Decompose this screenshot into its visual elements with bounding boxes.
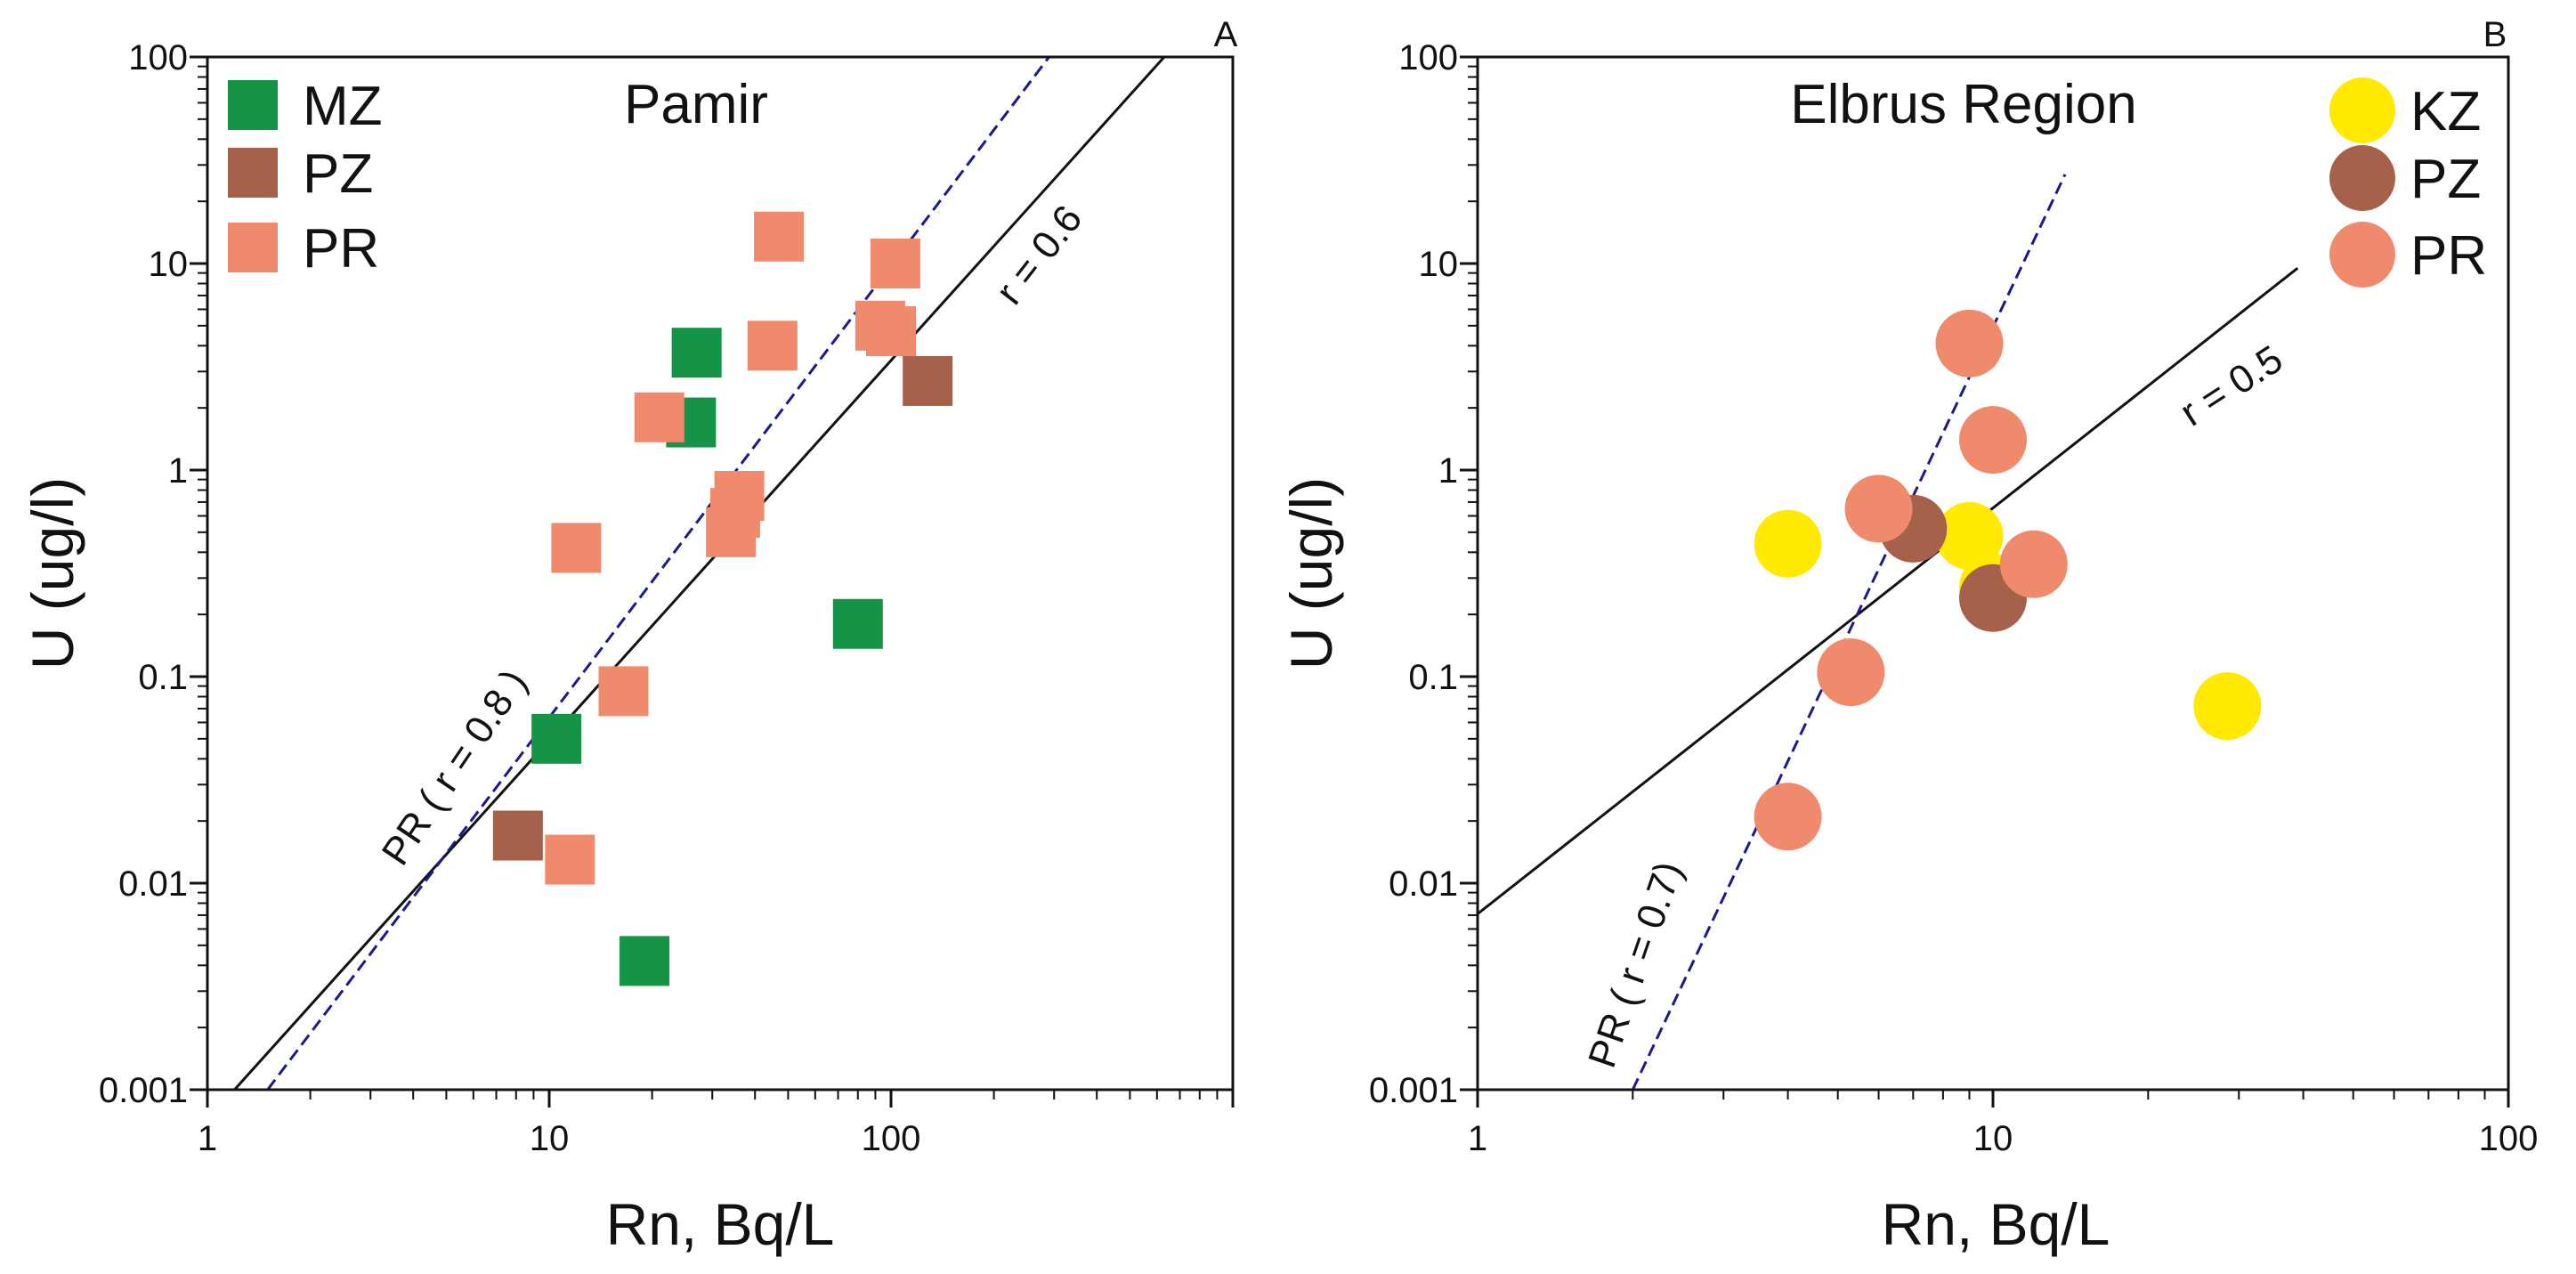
panel-a-point-pz [492, 810, 543, 861]
panel-a-point-pr [598, 666, 649, 717]
legend-pr-label: PR [303, 218, 379, 280]
panel-a-point-mz [671, 328, 722, 378]
panel-b-y-axis-title: U (ug/l) [1278, 477, 1344, 669]
panel-a-legend: MZ PZ PR [228, 76, 383, 280]
panel-b-point-pr [1817, 638, 1885, 707]
panel-a-point-pr [754, 211, 805, 262]
panel-b-point-pr [1754, 783, 1822, 851]
panel-b-elbrus: 1 10 100 0.001 0.01 0.1 1 10 100 B Elbrus Region… [1278, 15, 2538, 1257]
panel-a-point-pr [866, 306, 916, 357]
panel-b-point-pr [1959, 406, 2027, 475]
panel-a-y-tick-label: 1 [168, 451, 188, 491]
panel-b-y-tick-label: 1 [1438, 451, 1458, 491]
panel-a-pr-regression-line [266, 57, 1050, 1090]
panel-a-point-pr [551, 523, 602, 573]
legend-pz-swatch [228, 148, 278, 198]
legend-pz-label: PZ [2410, 149, 2481, 210]
panel-a-title: Pamir [624, 74, 768, 135]
panel-b-point-pr [1844, 475, 1913, 543]
panel-a-y-axis-title: U (ug/l) [20, 477, 85, 669]
panel-a-x-tick-label: 100 [862, 1119, 921, 1158]
legend-pz-label: PZ [303, 143, 373, 205]
legend-kz-label: KZ [2410, 81, 2481, 142]
panel-a-plot-area [233, 57, 1166, 1090]
panel-a-point-pr [545, 834, 595, 885]
panel-a-point-mz [531, 713, 582, 764]
panel-b-plot-area [1478, 174, 2299, 1090]
legend-pr-swatch [2329, 222, 2395, 288]
panel-b-x-axis-title: Rn, Bq/L [1882, 1191, 2110, 1257]
panel-b-x-tick-label: 10 [1973, 1119, 2013, 1158]
panel-a-point-mz [832, 598, 883, 649]
panel-b-point-pr [1935, 309, 2004, 377]
panel-a-y-tick-label: 0.1 [138, 658, 188, 697]
panel-a-y-tick-label: 0.001 [99, 1071, 188, 1110]
panel-a-point-pr [706, 507, 757, 557]
panel-b-letter: B [2483, 15, 2507, 54]
panel-b-y-tick-label: 100 [1398, 38, 1458, 77]
legend-pr-swatch [228, 223, 278, 272]
panel-a-x-axis-title: Rn, Bq/L [606, 1191, 835, 1257]
panel-b-y-tick-label: 0.001 [1369, 1071, 1458, 1110]
panel-b-regression-line [1478, 266, 2299, 915]
panel-a-pamir: 1 10 100 0.001 0.01 0.1 1 10 100 A Pamir Rn, Bq/… [20, 15, 1238, 1257]
panel-b-point-pr [1999, 530, 2068, 598]
panel-a-y-tick-label: 0.01 [118, 864, 188, 904]
panel-a-y-tick-label: 100 [128, 38, 188, 77]
panel-b-point-kz [1935, 501, 2004, 570]
panel-a-axes: 1 10 100 0.001 0.01 0.1 1 10 100 [99, 38, 1235, 1158]
panel-b-point-kz [1754, 509, 1822, 578]
legend-kz-swatch [2329, 77, 2395, 143]
panel-a-x-tick-label: 1 [198, 1119, 217, 1158]
panel-b-y-tick-label: 10 [1419, 245, 1459, 284]
panel-a-y-tick-label: 10 [149, 245, 189, 284]
panel-a-frame [206, 55, 1235, 1091]
panel-a-x-tick-label: 10 [530, 1119, 570, 1158]
panel-a-letter: A [1214, 15, 1238, 54]
panel-a-regression-line [233, 57, 1166, 1090]
panel-a-point-pr [634, 392, 685, 442]
panel-b-legend: KZ PZ PR [2329, 77, 2487, 288]
panel-a-point-pz [903, 355, 953, 406]
legend-pz-swatch [2329, 145, 2395, 211]
legend-mz-swatch [228, 80, 278, 130]
legend-mz-label: MZ [303, 76, 383, 137]
panel-b-point-kz [2193, 672, 2262, 741]
panel-a-point-mz [620, 936, 670, 986]
panel-a-point-pr [747, 321, 798, 371]
panel-b-axes: 1 10 100 0.001 0.01 0.1 1 10 100 [1369, 38, 2538, 1158]
panel-b-x-tick-label: 100 [2479, 1119, 2539, 1158]
panel-b-title: Elbrus Region [1790, 74, 2136, 135]
panel-b-y-tick-label: 0.01 [1389, 864, 1458, 904]
legend-pr-label: PR [2410, 225, 2487, 287]
panel-b-x-tick-label: 1 [1468, 1119, 1487, 1158]
panel-b-y-tick-label: 0.1 [1408, 658, 1458, 697]
panel-a-point-pr [870, 239, 920, 288]
